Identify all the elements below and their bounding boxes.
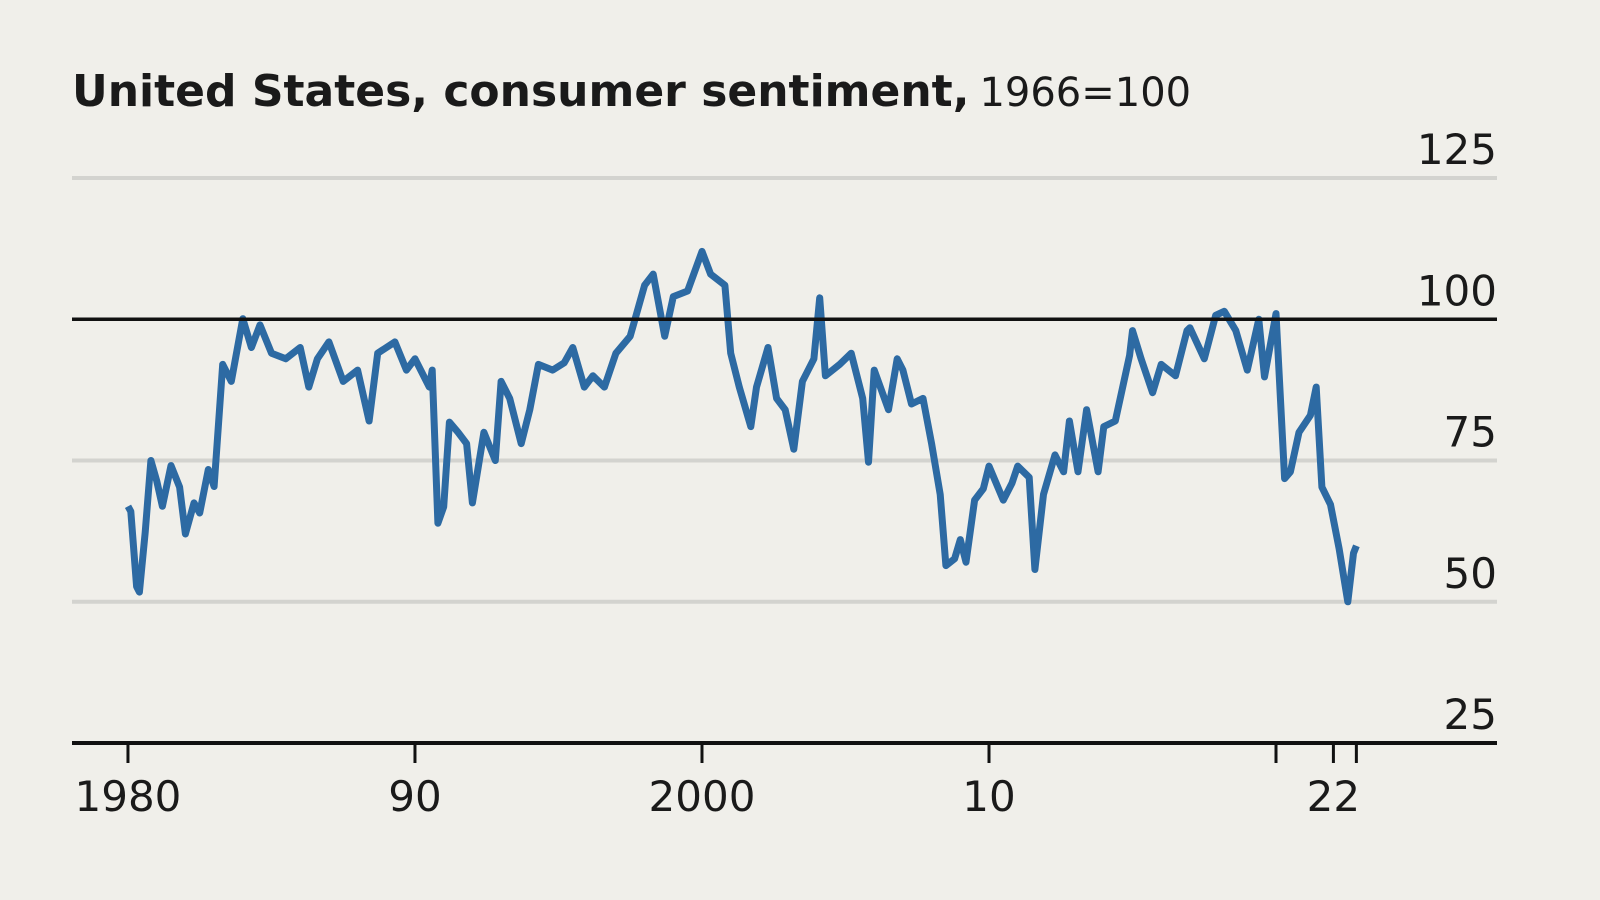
y-tick-label: 25	[1444, 690, 1497, 739]
x-tick-label: 10	[962, 772, 1015, 821]
chart-subtitle: 1966=100	[979, 70, 1191, 116]
y-tick-label: 75	[1444, 408, 1497, 457]
x-tick-label: 90	[388, 772, 441, 821]
y-tick-label: 50	[1444, 549, 1497, 598]
y-tick-label: 125	[1417, 125, 1497, 174]
x-tick-label: 1980	[75, 772, 182, 821]
chart-title-group: United States, consumer sentiment, 1966=1…	[72, 66, 1191, 117]
x-tick-label: 2000	[649, 772, 756, 821]
series-line	[124, 247, 1360, 606]
y-tick-label: 100	[1417, 266, 1497, 315]
chart-title: United States, consumer sentiment,	[72, 66, 969, 117]
x-tick-label: 22	[1307, 772, 1360, 821]
